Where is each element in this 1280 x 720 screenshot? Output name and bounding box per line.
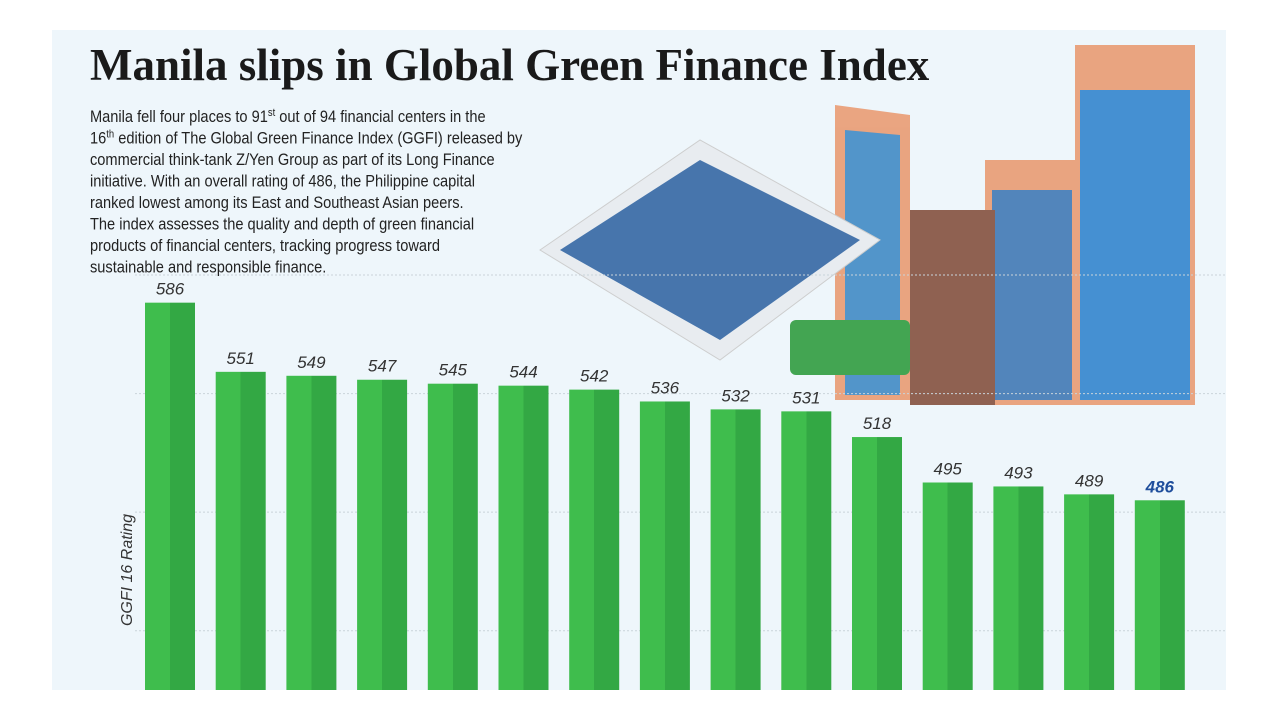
bar bbox=[145, 302, 195, 690]
bar bbox=[852, 437, 902, 690]
value-label: 549 bbox=[297, 353, 326, 372]
value-label: 518 bbox=[863, 414, 892, 433]
text-run: The index assesses the quality and depth… bbox=[90, 216, 474, 234]
value-label: 532 bbox=[721, 386, 750, 405]
bar bbox=[781, 411, 832, 690]
value-label: 493 bbox=[1004, 463, 1033, 482]
text-run: commercial think-tank Z/Yen Group as par… bbox=[90, 151, 495, 169]
description-line: commercial think-tank Z/Yen Group as par… bbox=[90, 151, 495, 169]
value-label: 531 bbox=[792, 388, 820, 407]
text-run: out of 94 financial centers in the bbox=[275, 108, 486, 126]
value-label: 547 bbox=[368, 357, 397, 376]
tablet-screen bbox=[560, 160, 860, 340]
text-run: initiative. With an overall rating of 48… bbox=[90, 173, 475, 191]
building-windows bbox=[1080, 90, 1190, 400]
bar bbox=[710, 409, 761, 690]
bar bbox=[427, 383, 478, 690]
text-run: Manila fell four places to 91 bbox=[90, 108, 268, 126]
bar bbox=[569, 389, 620, 690]
value-label: 551 bbox=[227, 349, 255, 368]
building-windows bbox=[992, 190, 1072, 400]
chart-title: Manila slips in Global Green Finance Ind… bbox=[90, 40, 930, 90]
superscript: st bbox=[268, 107, 275, 119]
description-line: initiative. With an overall rating of 48… bbox=[90, 173, 475, 191]
value-label: 486 bbox=[1145, 477, 1175, 496]
description-line: Manila fell four places to 91st out of 9… bbox=[90, 107, 486, 126]
building bbox=[910, 210, 995, 405]
bar bbox=[357, 379, 408, 690]
money bbox=[790, 320, 910, 375]
bar bbox=[215, 371, 266, 690]
text-run: 16 bbox=[90, 130, 106, 148]
value-label: 545 bbox=[439, 361, 468, 380]
bar bbox=[993, 486, 1044, 690]
value-label: 536 bbox=[651, 378, 680, 397]
value-label: 495 bbox=[934, 460, 963, 479]
text-run: edition of The Global Green Finance Inde… bbox=[114, 130, 522, 148]
illustration bbox=[539, 45, 1195, 405]
bar bbox=[498, 385, 549, 690]
bar bbox=[639, 401, 690, 690]
bar bbox=[286, 375, 337, 690]
y-axis-label: GGFI 16 Rating bbox=[119, 514, 136, 626]
description-line: sustainable and responsible finance. bbox=[90, 259, 326, 277]
text-run: ranked lowest among its East and Southea… bbox=[90, 194, 464, 212]
text-run: sustainable and responsible finance. bbox=[90, 259, 326, 277]
description-line: 16th edition of The Global Green Finance… bbox=[90, 129, 522, 148]
description-line: The index assesses the quality and depth… bbox=[90, 216, 474, 234]
description-line: ranked lowest among its East and Southea… bbox=[90, 194, 464, 212]
description-line: products of financial centers, tracking … bbox=[90, 237, 440, 255]
value-label: 542 bbox=[580, 367, 609, 386]
superscript: th bbox=[106, 129, 114, 141]
bar bbox=[922, 482, 973, 690]
value-label: 544 bbox=[509, 363, 537, 382]
value-label: 489 bbox=[1075, 471, 1104, 490]
description: Manila fell four places to 91st out of 9… bbox=[90, 107, 522, 276]
bar bbox=[1134, 500, 1185, 690]
value-label: 586 bbox=[156, 280, 185, 299]
bar bbox=[1064, 494, 1115, 690]
text-run: products of financial centers, tracking … bbox=[90, 237, 440, 255]
plot: 586 551 549 547 545 544 542 536 532 531 518 495 493 4… bbox=[135, 274, 1226, 690]
